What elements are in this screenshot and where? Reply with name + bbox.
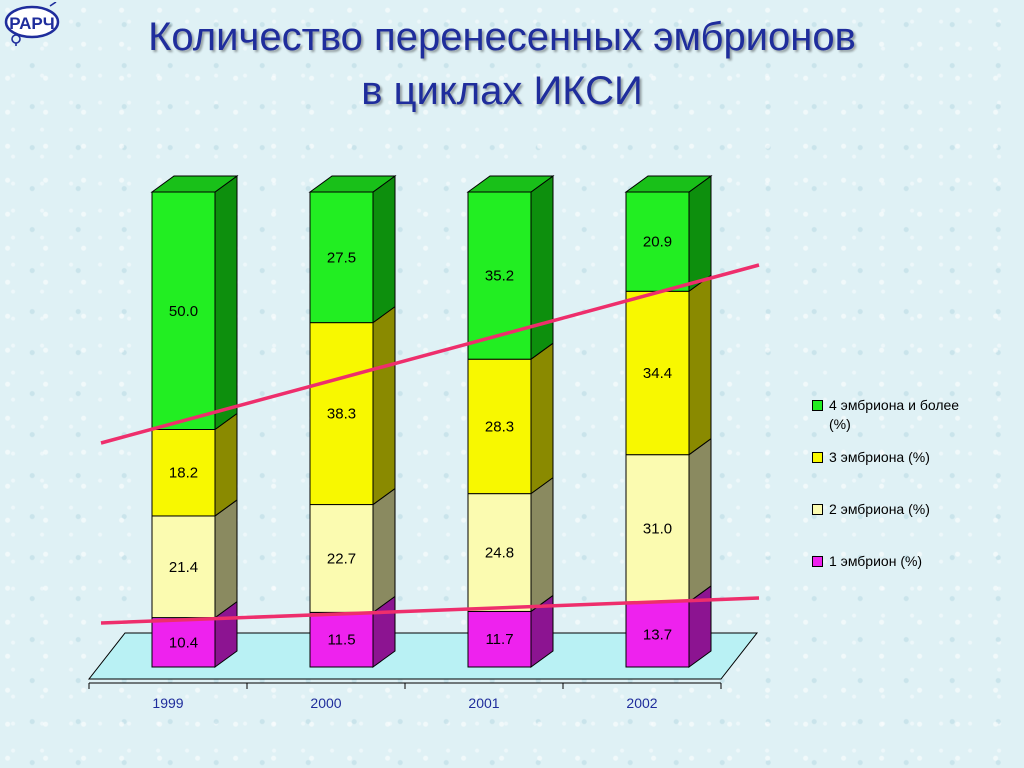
page-title-line-2: в циклах ИКСИ bbox=[361, 69, 643, 113]
bar-segment-side bbox=[214, 175, 238, 431]
bar-top-face bbox=[150, 175, 239, 193]
legend-swatch bbox=[812, 556, 823, 567]
bar-segment-front bbox=[625, 454, 690, 603]
x-tick-label: 1999 bbox=[152, 695, 183, 711]
data-label: 38.3 bbox=[327, 406, 356, 423]
legend-swatch bbox=[812, 504, 823, 515]
bar-segment-side bbox=[214, 412, 238, 517]
bar-segment-front bbox=[625, 601, 690, 668]
bar-segment-front bbox=[151, 191, 216, 430]
bar-segment-side bbox=[688, 175, 712, 293]
bar-segment-front bbox=[309, 191, 374, 324]
data-label: 27.5 bbox=[327, 249, 356, 266]
page-title-line-1: Количество перенесенных эмбрионов bbox=[148, 15, 856, 59]
data-label: 31.0 bbox=[643, 520, 672, 537]
bar-segment-front bbox=[151, 617, 216, 668]
legend-label: 1 эмбрион (%) bbox=[829, 553, 923, 569]
trend-line-lower bbox=[100, 596, 760, 625]
legend-item: 3 эмбриона (%) bbox=[812, 448, 1012, 467]
data-label: 34.4 bbox=[643, 365, 672, 382]
bar-segment-front bbox=[467, 358, 532, 495]
bar-segment-front bbox=[309, 611, 374, 668]
bar-segment-side bbox=[530, 175, 554, 361]
data-label: 21.4 bbox=[169, 559, 198, 576]
legend-label: 2 эмбриона (%) bbox=[829, 501, 930, 517]
bar-segment-side bbox=[214, 498, 238, 619]
data-label: 11.5 bbox=[327, 632, 355, 649]
data-label: 28.3 bbox=[485, 418, 514, 435]
x-tick-label: 2000 bbox=[310, 695, 341, 711]
chart-floor bbox=[87, 632, 759, 680]
legend-item: 1 эмбрион (%) bbox=[812, 552, 1012, 571]
trend-line-upper bbox=[100, 263, 760, 445]
data-label: 10.4 bbox=[169, 634, 198, 651]
bar-segment-front bbox=[625, 191, 690, 292]
bar-segment-front bbox=[467, 610, 532, 668]
bar-top-face bbox=[624, 175, 713, 193]
data-label: 18.2 bbox=[169, 465, 198, 482]
legend-item: 4 эмбриона и более (%) bbox=[812, 396, 1012, 434]
bar-segment-side bbox=[372, 487, 396, 614]
x-tick-label: 2002 bbox=[626, 695, 657, 711]
bar-segment-side bbox=[530, 342, 554, 495]
data-label: 20.9 bbox=[643, 234, 672, 251]
data-label: 35.2 bbox=[485, 268, 514, 285]
data-label: 24.8 bbox=[485, 545, 514, 562]
legend-label: 3 эмбриона (%) bbox=[829, 449, 930, 465]
legend-item: 2 эмбриона (%) bbox=[812, 500, 1012, 519]
legend-swatch bbox=[812, 452, 823, 463]
bar-segment-front bbox=[625, 290, 690, 456]
bar-segment-side bbox=[372, 305, 396, 506]
bar-segment-side bbox=[688, 274, 712, 456]
data-label: 50.0 bbox=[169, 303, 198, 320]
page-title: Количество перенесенных эмбрионов в цикл… bbox=[0, 10, 1024, 118]
data-label: 22.7 bbox=[327, 550, 356, 567]
bar-top-face bbox=[466, 175, 555, 193]
data-label: 11.7 bbox=[485, 631, 513, 648]
legend-swatch bbox=[812, 400, 823, 411]
data-label: 13.7 bbox=[643, 626, 672, 643]
bar-segment-side bbox=[530, 476, 554, 613]
bar-segment-front bbox=[467, 493, 532, 612]
bar-segment-side bbox=[372, 175, 396, 324]
x-tick-label: 2001 bbox=[468, 695, 499, 711]
bar-top-face bbox=[308, 175, 397, 193]
logo-text: РАРЧ bbox=[9, 14, 54, 33]
rarch-logo-icon: РАРЧ bbox=[4, 2, 60, 46]
bar-segment-side bbox=[688, 437, 712, 603]
legend-label: 4 эмбриона и более (%) bbox=[829, 397, 960, 432]
